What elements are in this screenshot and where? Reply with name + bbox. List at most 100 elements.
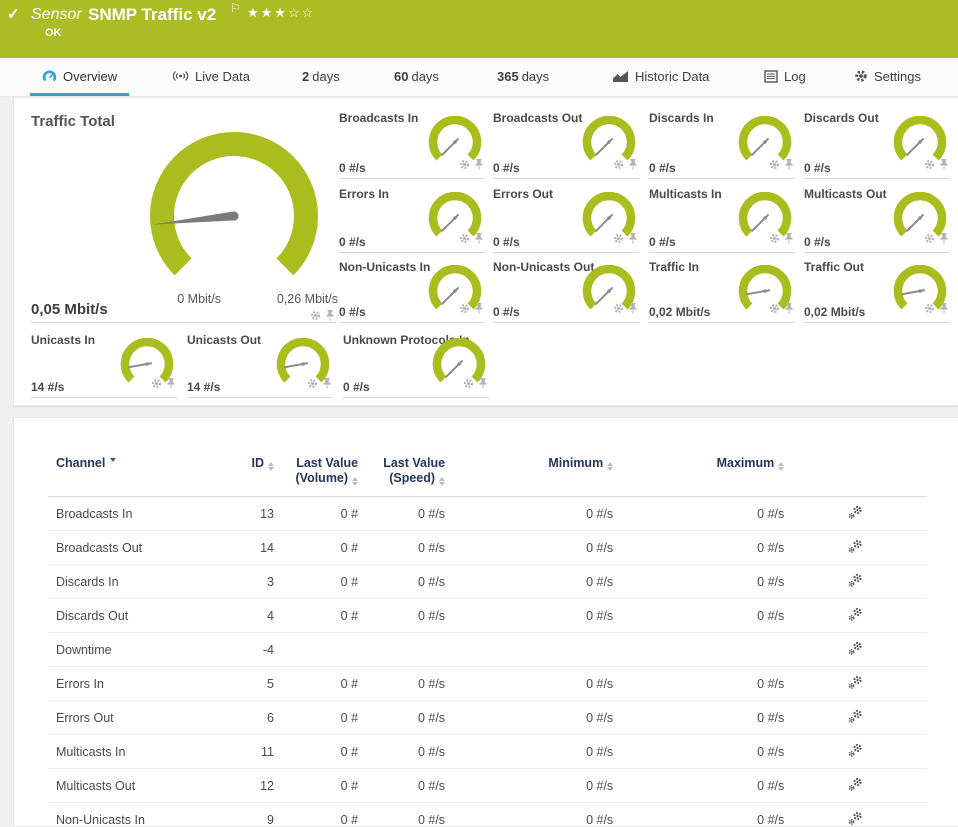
gauge-settings-icon[interactable] [307, 376, 318, 394]
gauge-cell-traffic-total[interactable]: Traffic Total 0 Mbit/s 0,26 Mbit/s 0,05 … [31, 111, 338, 326]
gauge-pin-icon[interactable] [784, 301, 794, 319]
channel-settings-icon[interactable] [847, 505, 864, 523]
channel-settings-icon[interactable] [847, 743, 864, 761]
gauge-dial [738, 265, 792, 310]
gauge-settings-icon[interactable] [769, 231, 780, 249]
gauge-pin-icon[interactable] [474, 231, 484, 249]
gauge-pin-icon[interactable] [325, 308, 335, 326]
column-header-minimum[interactable]: Minimum [445, 456, 614, 474]
table-row-multicasts-in[interactable]: Multicasts In 11 0 # 0 #/s 0 #/s 0 #/s [48, 735, 927, 769]
gauge-pin-icon[interactable] [784, 231, 794, 249]
gauge-settings-icon[interactable] [151, 376, 162, 394]
table-body: Broadcasts In 13 0 # 0 #/s 0 #/s 0 #/s Broadc… [14, 497, 958, 827]
gauge-settings-icon[interactable] [613, 231, 624, 249]
table-row-downtime[interactable]: Downtime -4 [48, 633, 927, 667]
gauge-pin-icon[interactable] [478, 376, 488, 394]
gauge-label: Non-Unicasts In [339, 260, 431, 274]
gauge-value: 14 #/s [187, 380, 221, 394]
gauge-pin-icon[interactable] [474, 301, 484, 319]
gauge-pin-icon[interactable] [784, 157, 794, 175]
gauge-cell-non-unicasts-in[interactable]: Non-Unicasts In 0 #/s [339, 260, 485, 323]
gauge-settings-icon[interactable] [769, 157, 780, 175]
tab-60-days[interactable]: 60 days [382, 58, 451, 96]
tab-settings[interactable]: Settings [842, 58, 933, 96]
gauge-pin-icon[interactable] [628, 301, 638, 319]
channel-settings-icon[interactable] [847, 811, 864, 826]
gauge-value: 0,02 Mbit/s [649, 305, 711, 319]
gauge-pin-icon[interactable] [166, 376, 176, 394]
gauge-cell-unicasts-out[interactable]: Unicasts Out 14 #/s [187, 333, 333, 398]
gauge-settings-icon[interactable] [613, 157, 624, 175]
gauge-settings-icon[interactable] [310, 308, 321, 326]
channel-settings-icon[interactable] [847, 709, 864, 727]
gauge-cell-discards-out[interactable]: Discards Out 0 #/s [804, 111, 950, 179]
gauge-settings-icon[interactable] [924, 157, 935, 175]
table-header-row: Channel ID Last Value (Volume) Last Value (… [48, 456, 927, 497]
column-header-last-value-volume[interactable]: Last Value (Volume) [274, 456, 359, 489]
gauge-settings-icon[interactable] [924, 301, 935, 319]
gauge-pin-icon[interactable] [939, 157, 949, 175]
column-header-maximum[interactable]: Maximum [613, 456, 785, 474]
gauge-cell-broadcasts-out[interactable]: Broadcasts Out 0 #/s [493, 111, 639, 179]
tab-2-days[interactable]: 2 days [290, 58, 352, 96]
gauge-cell-errors-out[interactable]: Errors Out 0 #/s [493, 187, 639, 253]
table-row-discards-in[interactable]: Discards In 3 0 # 0 #/s 0 #/s 0 #/s [48, 565, 927, 599]
gauge-pin-icon[interactable] [628, 157, 638, 175]
gauge-cell-broadcasts-in[interactable]: Broadcasts In 0 #/s [339, 111, 485, 179]
gauge-cell-errors-in[interactable]: Errors In 0 #/s [339, 187, 485, 253]
table-row-errors-out[interactable]: Errors Out 6 0 # 0 #/s 0 #/s 0 #/s [48, 701, 927, 735]
gauge-cell-multicasts-out[interactable]: Multicasts Out 0 #/s [804, 187, 950, 253]
gauge-cell-traffic-in[interactable]: Traffic In 0,02 Mbit/s [649, 260, 795, 323]
cell-channel: Broadcasts In [56, 506, 133, 521]
tab-historic-data[interactable]: Historic Data [600, 58, 721, 96]
priority-flag-icon[interactable]: ⚐ [230, 1, 241, 15]
cell-max: 0 #/s [757, 540, 785, 555]
column-header-id[interactable]: ID [212, 456, 274, 474]
tab-overview[interactable]: Overview [30, 58, 130, 96]
channel-settings-icon[interactable] [847, 641, 864, 659]
gauge-pin-icon[interactable] [939, 231, 949, 249]
table-row-non-unicasts-in[interactable]: Non-Unicasts In 9 0 # 0 #/s 0 #/s 0 #/s [48, 803, 927, 827]
gauge-pin-icon[interactable] [322, 376, 332, 394]
table-row-multicasts-out[interactable]: Multicasts Out 12 0 # 0 #/s 0 #/s 0 #/s [48, 769, 927, 803]
channel-settings-icon[interactable] [847, 573, 864, 591]
gauge-cell-unknown-protocols-in[interactable]: Unknown Protocols In 0 #/s [343, 333, 489, 398]
gauge-pin-icon[interactable] [474, 157, 484, 175]
table-row-discards-out[interactable]: Discards Out 4 0 # 0 #/s 0 #/s 0 #/s [48, 599, 927, 633]
table-row-errors-in[interactable]: Errors In 5 0 # 0 #/s 0 #/s 0 #/s [48, 667, 927, 701]
cell-id: 14 [260, 540, 274, 555]
gauge-cell-non-unicasts-out[interactable]: Non-Unicasts Out 0 #/s [493, 260, 639, 323]
gauge-cell-traffic-out[interactable]: Traffic Out 0,02 Mbit/s [804, 260, 950, 323]
channel-settings-icon[interactable] [847, 675, 864, 693]
table-row-broadcasts-out[interactable]: Broadcasts Out 14 0 # 0 #/s 0 #/s 0 #/s [48, 531, 927, 565]
gauge-value: 0 #/s [804, 235, 831, 249]
tab-log[interactable]: Log [752, 58, 818, 96]
gauge-label: Discards In [649, 111, 714, 125]
table-row-broadcasts-in[interactable]: Broadcasts In 13 0 # 0 #/s 0 #/s 0 #/s [48, 497, 927, 531]
cell-volume: 0 # [340, 812, 359, 827]
rating-stars[interactable]: ★★★☆☆ [247, 5, 316, 20]
gauge-cell-discards-in[interactable]: Discards In 0 #/s [649, 111, 795, 179]
gauge-cell-multicasts-in[interactable]: Multicasts In 0 #/s [649, 187, 795, 253]
gauge-settings-icon[interactable] [924, 231, 935, 249]
cell-speed: 0 #/s [417, 744, 446, 759]
gauge-pin-icon[interactable] [628, 231, 638, 249]
gauge-pin-icon[interactable] [939, 301, 949, 319]
gauges-panel: Traffic Total 0 Mbit/s 0,26 Mbit/s 0,05 … [13, 97, 958, 406]
gauge-settings-icon[interactable] [463, 376, 474, 394]
gauge-label: Unicasts Out [187, 333, 262, 347]
column-header-channel[interactable]: Channel [48, 456, 212, 471]
gauge-settings-icon[interactable] [459, 157, 470, 175]
column-header-last-value-speed[interactable]: Last Value (Speed) [358, 456, 446, 489]
gauge-settings-icon[interactable] [459, 231, 470, 249]
gauge-cell-unicasts-in[interactable]: Unicasts In 14 #/s [31, 333, 177, 398]
tab-365-days[interactable]: 365 days [485, 58, 561, 96]
channel-settings-icon[interactable] [847, 539, 864, 557]
tab-live-data[interactable]: Live Data [160, 58, 262, 96]
gauge-settings-icon[interactable] [769, 301, 780, 319]
gauge-settings-icon[interactable] [459, 301, 470, 319]
gauge-label: Traffic Total [31, 113, 115, 130]
channel-settings-icon[interactable] [847, 777, 864, 795]
channel-settings-icon[interactable] [847, 607, 864, 625]
gauge-settings-icon[interactable] [613, 301, 624, 319]
